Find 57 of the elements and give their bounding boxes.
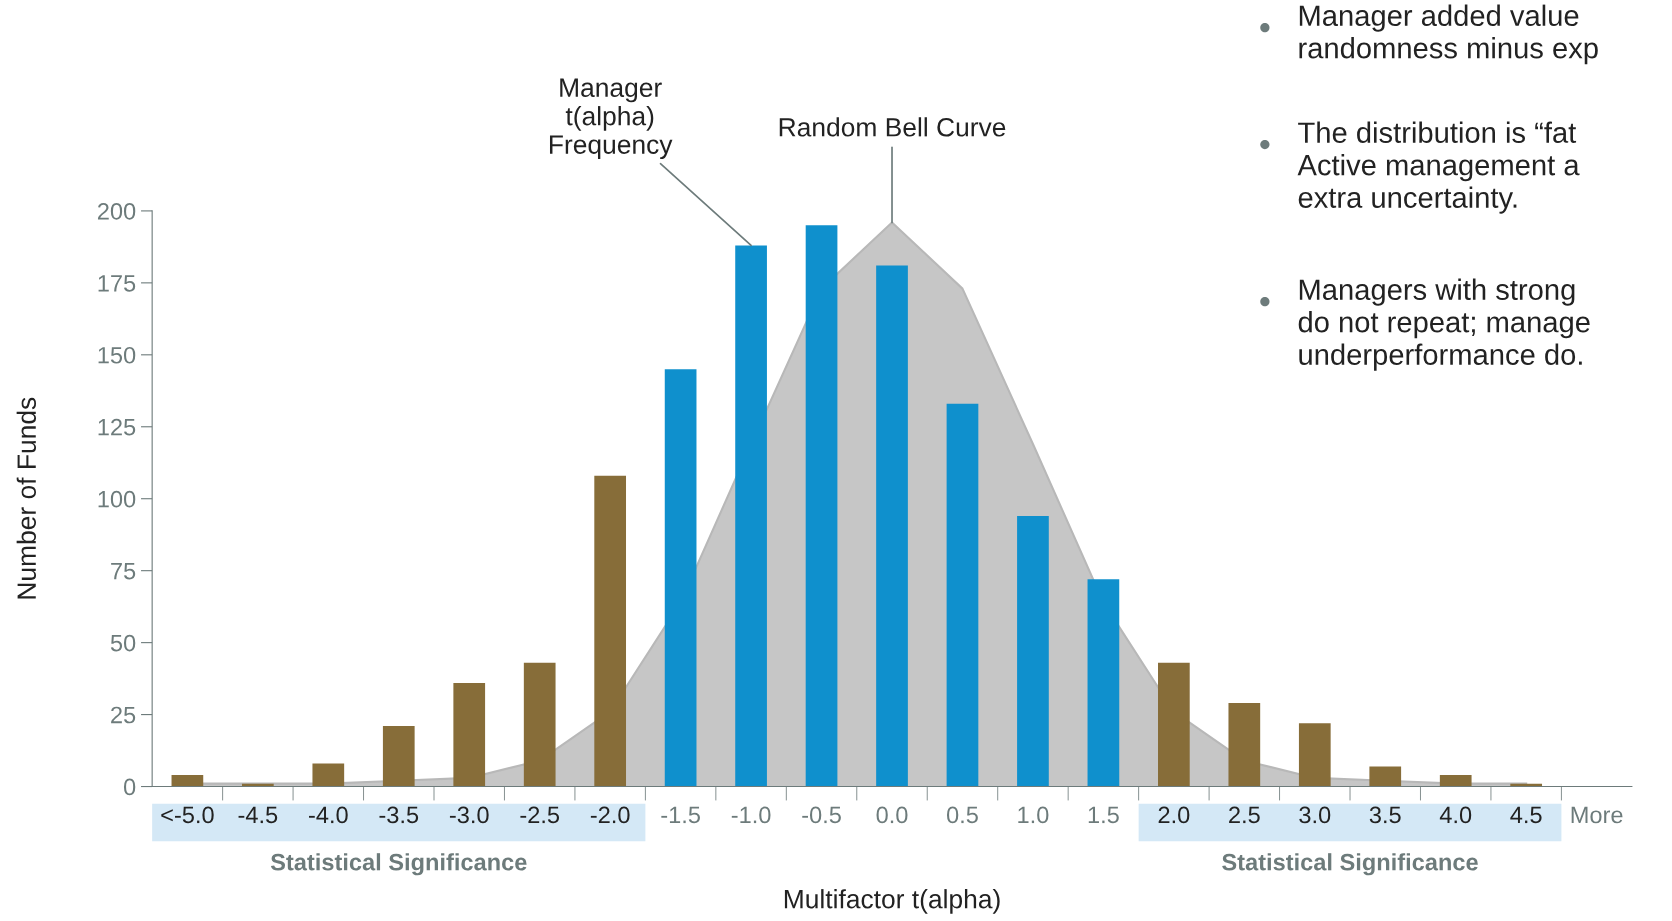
x-tick-label: -0.5 xyxy=(802,806,841,824)
bar xyxy=(876,265,908,787)
bar xyxy=(735,245,767,787)
bar xyxy=(1087,579,1120,787)
x-tick-label: 2.0 xyxy=(1158,806,1190,824)
x-tick-label: 4.0 xyxy=(1439,806,1472,824)
bar xyxy=(312,763,345,787)
x-tick-label: -3.5 xyxy=(379,806,419,824)
y-axis-title: Number of Funds xyxy=(16,397,37,599)
y-tick-label: 125 xyxy=(98,418,136,436)
bar xyxy=(1017,515,1049,787)
bar xyxy=(805,225,838,787)
annotation: Random Bell Curve xyxy=(779,117,1006,137)
x-tick-label: 1.0 xyxy=(1018,806,1049,824)
x-tick-label: 1.5 xyxy=(1088,806,1119,824)
bar xyxy=(171,775,204,787)
y-tick-label: 175 xyxy=(98,275,136,292)
annotation: The distribution is “fat Active management a extra uncertainty. xyxy=(1297,121,1580,214)
x-tick-label: <-5.0 xyxy=(161,806,214,824)
x-tick-label: -4.0 xyxy=(309,806,348,824)
x-tick-label: 0.5 xyxy=(946,806,978,824)
y-tick-label: 0 xyxy=(123,778,136,796)
annotation: Managers with strong do not repeat; manage underperformance do. xyxy=(1298,278,1590,371)
bar xyxy=(1439,775,1472,787)
y-tick-label: 75 xyxy=(111,562,136,580)
bar xyxy=(946,403,979,787)
x-tick-label: 3.5 xyxy=(1369,806,1401,824)
x-tick-label: 2.5 xyxy=(1229,806,1260,824)
bar xyxy=(1158,662,1190,787)
y-tick-label: 200 xyxy=(97,202,136,220)
text: Statistical Significance xyxy=(1222,853,1478,876)
x-tick-label: -4.5 xyxy=(238,806,278,824)
y-tick-label: 100 xyxy=(98,490,136,508)
bar xyxy=(594,475,627,787)
x-tick-label: 0.0 xyxy=(876,806,908,824)
y-tick-label: 25 xyxy=(111,706,136,724)
annotation: Manager t(alpha) Frequency xyxy=(549,78,673,160)
bar xyxy=(1298,723,1331,787)
bar xyxy=(1228,703,1261,787)
x-tick-label: -1.5 xyxy=(661,806,700,824)
bar xyxy=(453,682,486,787)
text: Statistical Significance xyxy=(270,853,527,876)
x-tick-label: -3.0 xyxy=(449,806,489,824)
bar xyxy=(382,726,415,787)
x-axis-title: Multifactor t(alpha) xyxy=(784,889,1000,914)
bar xyxy=(523,662,556,787)
x-tick-label: -2.0 xyxy=(590,806,630,824)
y-tick-label: 50 xyxy=(110,634,136,652)
x-tick-label: -1.0 xyxy=(731,806,771,824)
bar xyxy=(664,369,697,787)
text: Manager added value randomness minus exp xyxy=(1299,4,1598,65)
x-tick-label: 3.0 xyxy=(1299,806,1331,824)
y-tick-label: 150 xyxy=(98,346,136,364)
x-tick-label: More xyxy=(1571,806,1623,824)
bar xyxy=(1369,766,1402,787)
x-tick-label: 4.5 xyxy=(1510,806,1542,824)
x-tick-label: -2.5 xyxy=(520,806,560,824)
